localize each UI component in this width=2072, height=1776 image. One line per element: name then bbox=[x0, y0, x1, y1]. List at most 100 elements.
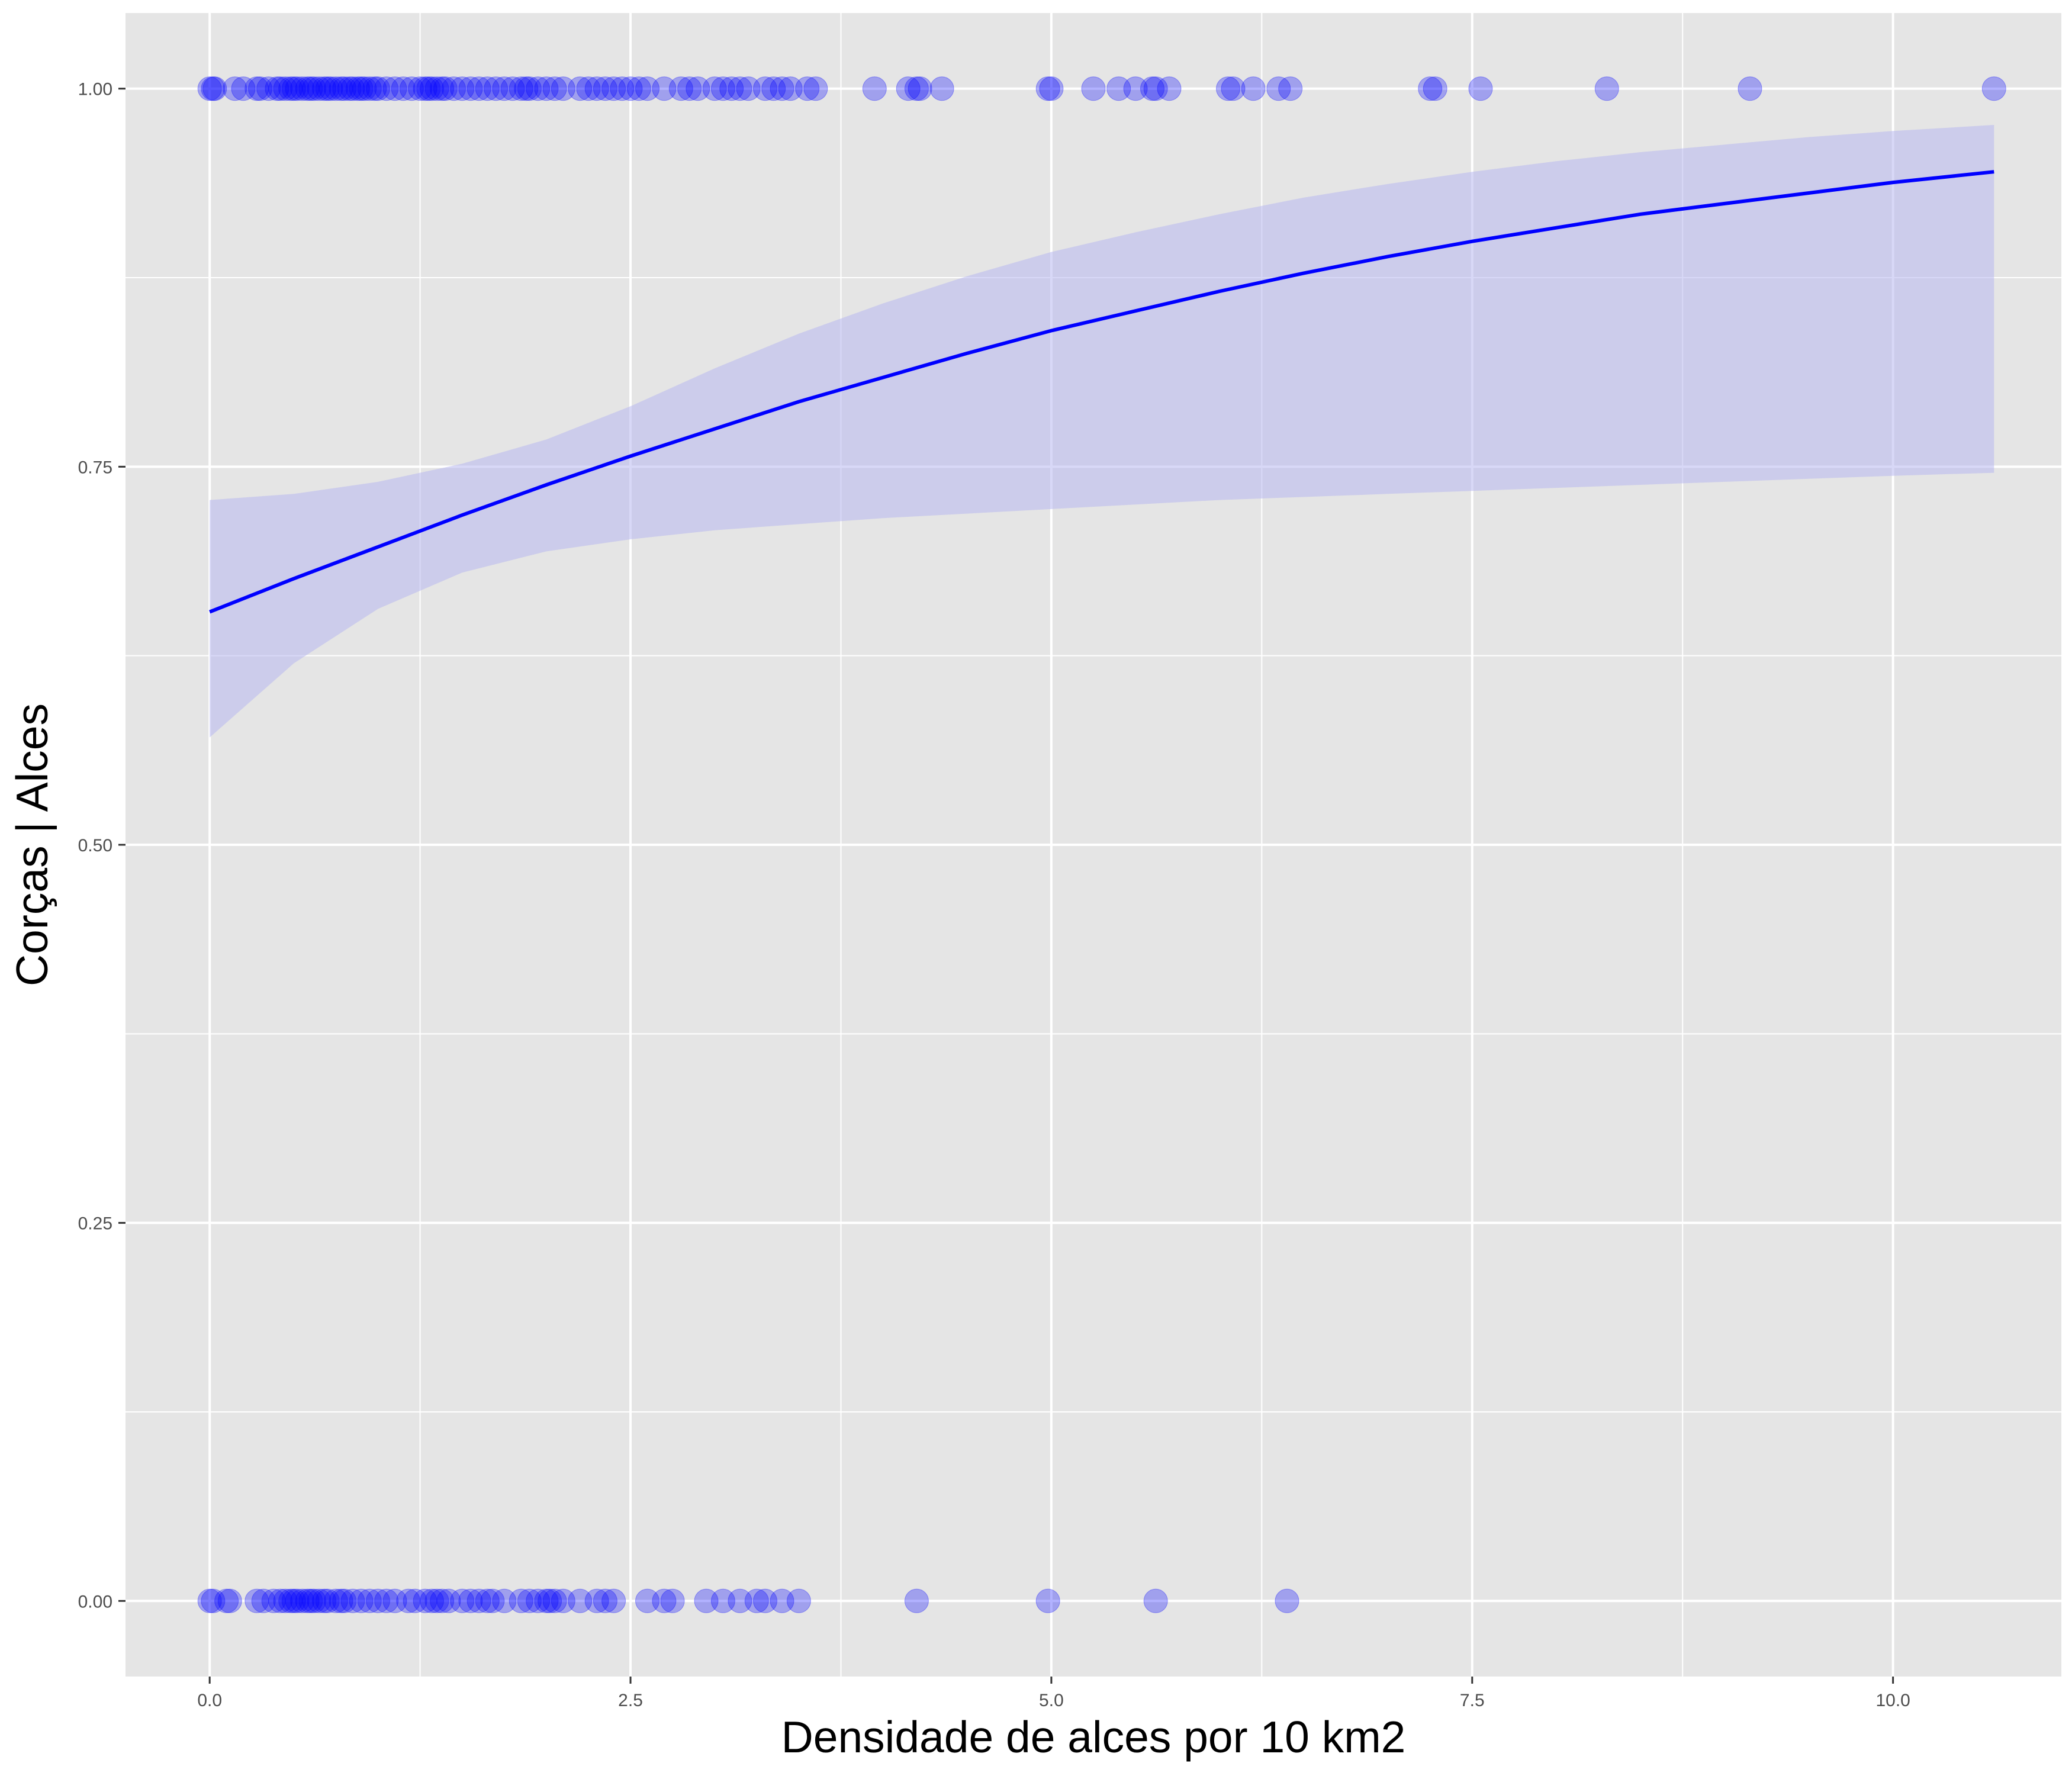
data-point bbox=[635, 76, 659, 101]
data-point bbox=[551, 1588, 575, 1613]
data-point bbox=[1241, 76, 1266, 101]
data-point bbox=[795, 76, 820, 101]
data-point bbox=[302, 1588, 326, 1613]
data-point bbox=[295, 76, 320, 101]
data-point bbox=[475, 76, 500, 101]
y-tick-label: 1.00 bbox=[78, 80, 112, 99]
data-point bbox=[202, 76, 227, 101]
data-point bbox=[728, 1588, 752, 1613]
data-point bbox=[1081, 76, 1106, 101]
data-point bbox=[290, 1588, 315, 1613]
data-point bbox=[217, 1588, 242, 1613]
data-point bbox=[694, 1588, 719, 1613]
data-point bbox=[480, 1588, 505, 1613]
data-point bbox=[660, 1588, 685, 1613]
data-point bbox=[770, 1588, 794, 1613]
data-point bbox=[420, 1588, 444, 1613]
data-point bbox=[424, 76, 449, 101]
data-point bbox=[382, 1588, 407, 1613]
data-point bbox=[475, 1588, 500, 1613]
data-point bbox=[396, 1588, 421, 1613]
data-point bbox=[568, 1588, 593, 1613]
data-point bbox=[517, 1588, 542, 1613]
data-point bbox=[862, 76, 887, 101]
data-point bbox=[450, 76, 475, 101]
data-point bbox=[551, 76, 575, 101]
data-point bbox=[302, 76, 326, 101]
data-point bbox=[307, 76, 332, 101]
data-point bbox=[374, 76, 399, 101]
data-point bbox=[509, 1588, 533, 1613]
data-point bbox=[736, 76, 761, 101]
data-point bbox=[340, 1588, 365, 1613]
data-point bbox=[268, 76, 293, 101]
confidence-band-group bbox=[210, 125, 1994, 738]
data-point bbox=[366, 76, 390, 101]
data-point bbox=[702, 76, 727, 101]
data-point bbox=[1468, 76, 1493, 101]
data-point bbox=[929, 76, 954, 101]
data-point bbox=[281, 1588, 306, 1613]
data-point bbox=[201, 76, 226, 101]
data-point bbox=[349, 76, 374, 101]
data-point bbox=[1143, 76, 1168, 101]
data-point bbox=[484, 76, 509, 101]
data-point bbox=[610, 76, 635, 101]
data-point bbox=[1140, 76, 1164, 101]
data-point bbox=[285, 1588, 310, 1613]
data-point bbox=[349, 1588, 374, 1613]
x-tick-label: 0.0 bbox=[197, 1691, 222, 1710]
x-tick-label: 10.0 bbox=[1875, 1691, 1910, 1710]
data-point bbox=[770, 76, 794, 101]
data-point bbox=[312, 1588, 336, 1613]
data-point bbox=[298, 1588, 323, 1613]
data-point bbox=[778, 76, 803, 101]
data-point bbox=[1738, 76, 1762, 101]
data-point bbox=[719, 76, 744, 101]
x-axis-title: Densidade de alces por 10 km2 bbox=[781, 1712, 1406, 1762]
data-point bbox=[652, 1588, 677, 1613]
data-point bbox=[295, 1588, 320, 1613]
data-point bbox=[345, 76, 370, 101]
x-axis: 0.0 2.5 5.0 7.5 10.0 bbox=[197, 1677, 1910, 1710]
data-point bbox=[197, 1588, 222, 1613]
data-point bbox=[458, 1588, 483, 1613]
data-point bbox=[430, 76, 455, 101]
data-point bbox=[374, 1588, 399, 1613]
data-point bbox=[312, 76, 336, 101]
data-point bbox=[1423, 76, 1447, 101]
fit-line-group bbox=[209, 170, 1994, 614]
data-point bbox=[908, 76, 932, 101]
data-point bbox=[677, 76, 702, 101]
data-point bbox=[584, 1588, 609, 1613]
data-point bbox=[1216, 76, 1240, 101]
data-point bbox=[323, 1588, 348, 1613]
data-point bbox=[329, 76, 353, 101]
data-point bbox=[332, 1588, 357, 1613]
data-point bbox=[265, 76, 289, 101]
data-point bbox=[517, 76, 542, 101]
data-point bbox=[450, 1588, 475, 1613]
data-point bbox=[534, 1588, 559, 1613]
data-point bbox=[526, 1588, 551, 1613]
y-tick-label: 0.00 bbox=[78, 1592, 112, 1611]
confidence-band bbox=[210, 125, 1994, 738]
data-point bbox=[1039, 76, 1064, 101]
data-point bbox=[382, 76, 407, 101]
data-point bbox=[278, 1588, 303, 1613]
data-point bbox=[424, 1588, 449, 1613]
data-point bbox=[413, 1588, 437, 1613]
data-point bbox=[430, 1588, 455, 1613]
data-point bbox=[668, 76, 693, 101]
data-point bbox=[1035, 76, 1060, 101]
data-point bbox=[538, 1588, 562, 1613]
data-point bbox=[635, 1588, 659, 1613]
data-points bbox=[197, 76, 2006, 1613]
data-point bbox=[1275, 1588, 1299, 1613]
data-point bbox=[1278, 76, 1303, 101]
data-point bbox=[357, 1588, 382, 1613]
data-point bbox=[526, 76, 551, 101]
y-axis: 0.00 0.25 0.50 0.75 1.00 bbox=[78, 80, 126, 1611]
data-point bbox=[786, 1588, 811, 1613]
